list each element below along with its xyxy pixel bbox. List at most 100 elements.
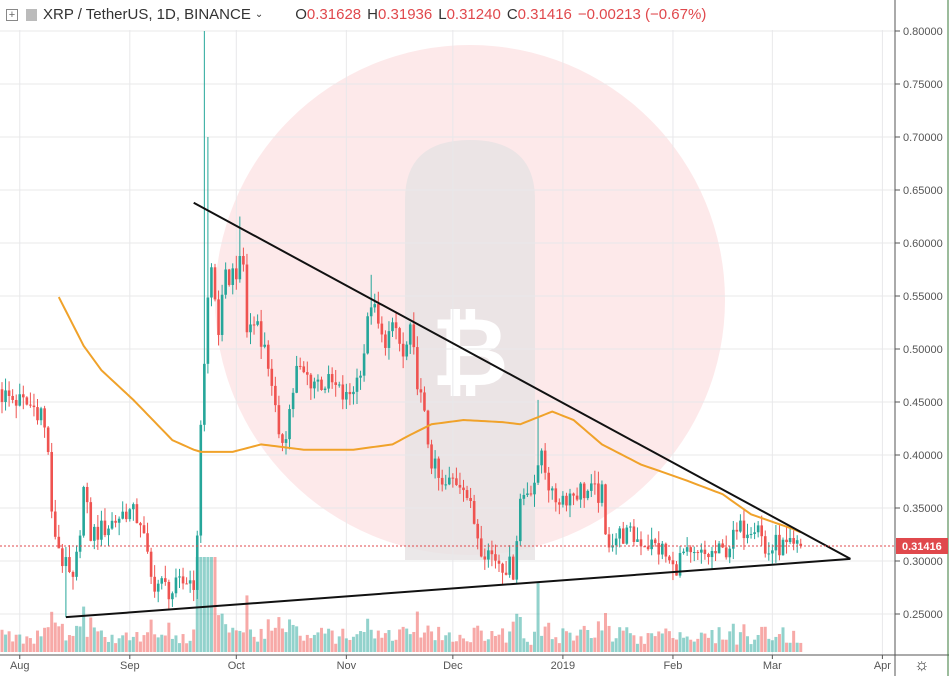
candle-body <box>710 551 714 558</box>
candle-body <box>352 391 355 395</box>
volume-bar <box>678 632 682 652</box>
candle-body <box>636 539 639 542</box>
volume-bar <box>422 632 426 652</box>
candle-body <box>89 502 93 541</box>
candle-body <box>547 472 550 491</box>
time-tick-label: Dec <box>443 660 463 672</box>
volume-bar <box>572 640 576 652</box>
settings-gear-icon[interactable]: ☼ <box>914 655 930 674</box>
candle-body <box>380 323 384 335</box>
volume-bar <box>259 628 263 652</box>
candle-body <box>316 379 320 382</box>
volume-bar <box>334 643 338 652</box>
candle-body <box>359 375 362 378</box>
candle-body <box>689 547 692 553</box>
candle-body <box>14 399 18 406</box>
volume-bar <box>227 632 231 652</box>
candle-body <box>345 391 348 400</box>
candle-body <box>458 484 462 488</box>
candle-body <box>487 550 490 560</box>
volume-bar <box>795 642 799 652</box>
low-label: L <box>438 6 447 23</box>
volume-bar <box>458 634 462 652</box>
price-tick-label: 0.30000 <box>903 556 943 568</box>
volume-bar <box>21 643 25 652</box>
volume-bar <box>362 631 366 652</box>
volume-bar <box>43 627 47 652</box>
volume-bar <box>579 629 583 652</box>
volume-bar <box>706 637 710 652</box>
candle-body <box>724 547 728 558</box>
volume-bar <box>564 631 568 652</box>
symbol-title[interactable]: XRP / TetherUS, 1D, BINANCE <box>43 6 251 23</box>
volume-bar <box>753 639 757 652</box>
open-label: O <box>295 6 307 23</box>
volume-bar <box>664 628 668 652</box>
volume-bar <box>256 641 260 652</box>
volume-bar <box>515 613 519 652</box>
volume-bar <box>746 636 749 652</box>
volume-bar <box>611 641 615 652</box>
chevron-down-icon[interactable]: ⌄ <box>254 9 264 20</box>
volume-bar <box>206 557 210 652</box>
candle-body <box>763 536 767 554</box>
candle-body <box>110 520 114 529</box>
volume-bar <box>660 633 664 652</box>
volume-bar <box>501 628 505 652</box>
volume-bar <box>408 634 412 652</box>
volume-bar <box>749 644 753 652</box>
candle-body <box>639 539 643 547</box>
volume-bar <box>99 630 103 652</box>
volume-bar <box>667 631 671 652</box>
candle-body <box>433 458 437 469</box>
candle-body <box>210 267 213 298</box>
volume-bar <box>82 606 86 652</box>
volume-bar <box>330 630 334 652</box>
candle-body <box>728 548 732 558</box>
candle-body <box>696 552 700 554</box>
volume-bar <box>273 627 277 652</box>
price-tick-label: 0.80000 <box>903 26 943 38</box>
candle-body <box>242 256 245 265</box>
candle-body <box>107 528 110 536</box>
time-tick-label: Nov <box>337 660 357 672</box>
candle-body <box>717 543 721 554</box>
volume-bar <box>511 621 515 652</box>
close-label: C <box>506 6 518 23</box>
volume-bar <box>589 638 593 652</box>
candle-body <box>739 520 742 532</box>
volume-bar <box>366 618 370 652</box>
candle-body <box>128 509 132 520</box>
volume-bar <box>437 626 441 652</box>
volume-bar <box>479 630 483 652</box>
volume-bar <box>146 632 150 652</box>
candle-body <box>501 563 504 573</box>
volume-bar <box>92 627 96 652</box>
trendline-lower <box>65 557 851 619</box>
candle-body <box>341 384 345 400</box>
volume-bar <box>0 629 4 652</box>
candle-body <box>448 477 451 485</box>
volume-bar <box>71 635 75 652</box>
candle-body <box>504 572 508 575</box>
candle-body <box>373 304 377 308</box>
volume-bar <box>288 619 292 652</box>
candle-body <box>320 379 323 390</box>
volume-bar <box>405 628 409 652</box>
candle-body <box>653 539 657 544</box>
candle-body <box>561 495 565 505</box>
candle-body <box>515 541 519 580</box>
volume-bar <box>682 637 686 652</box>
expand-icon[interactable]: + <box>6 8 18 21</box>
candle-body <box>266 344 270 369</box>
volume-bar <box>383 633 387 652</box>
candle-body <box>366 316 369 354</box>
volume-bar <box>426 625 430 652</box>
volume-bar <box>85 636 89 652</box>
volume-bar <box>327 628 331 652</box>
volume-bar <box>277 617 281 652</box>
volume-bar <box>138 641 142 652</box>
volume-bar <box>493 635 497 652</box>
volume-bar <box>547 622 551 652</box>
